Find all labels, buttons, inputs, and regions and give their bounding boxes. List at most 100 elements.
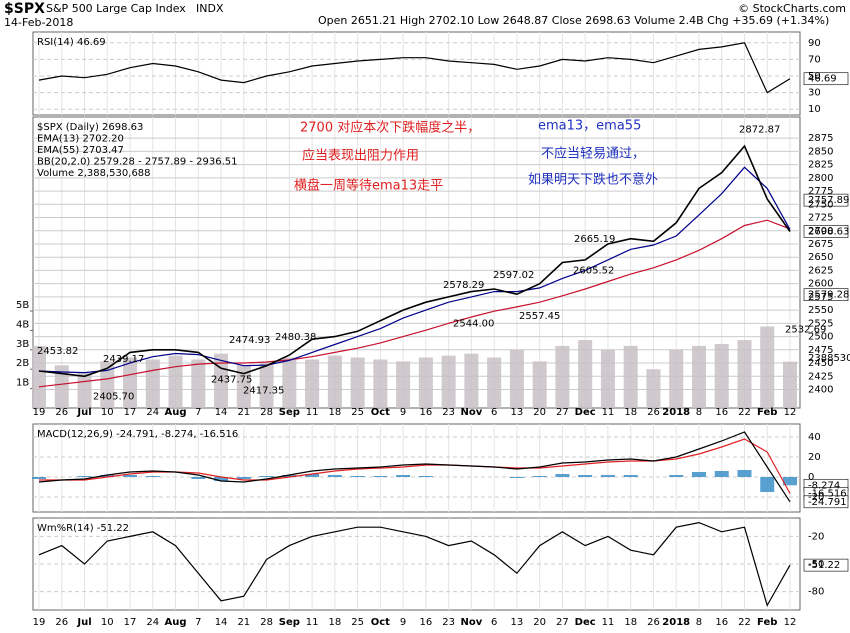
y-tick-label: 2425	[808, 371, 833, 382]
panel-frame	[32, 116, 801, 409]
x-tick-label: 14	[215, 617, 228, 628]
x-tick-label: 27	[556, 407, 569, 418]
last-value-box	[803, 72, 849, 86]
last-value: 2698.63	[808, 226, 849, 237]
bar	[77, 476, 92, 477]
bar	[532, 476, 547, 477]
x-tick-label: 2018	[662, 407, 690, 418]
y-tick-label: 2800	[808, 173, 833, 184]
bar	[714, 343, 729, 408]
y-tick-label: 90	[808, 38, 821, 49]
bar	[350, 357, 365, 408]
bar	[214, 353, 229, 408]
x-tick-label: 12	[784, 617, 797, 628]
x-tick-label: 26	[55, 617, 68, 628]
y-tick-label: 2675	[808, 239, 833, 250]
x-tick-label: 23	[442, 617, 455, 628]
y-tick-label: 2525	[808, 318, 833, 329]
x-tick-label: 16	[715, 407, 728, 418]
y-tick-label: 20	[808, 452, 821, 463]
legend-entry: Wm%R(14) -51.22	[37, 523, 129, 534]
last-value-box	[803, 193, 849, 207]
x-tick-label: 18	[328, 407, 341, 418]
x-tick-label: 6	[491, 617, 497, 628]
last-value: -8.274	[808, 480, 840, 491]
y2-tick-label: 1B	[16, 378, 29, 389]
y-tick-label: 2825	[808, 160, 833, 171]
bar	[509, 349, 524, 408]
bar	[327, 475, 342, 477]
price-label: 2557.45	[519, 311, 560, 322]
x-tick-label: 17	[124, 407, 137, 418]
bar	[32, 345, 46, 408]
x-tick-label: Nov	[461, 407, 483, 418]
x-tick-label: 6	[491, 407, 497, 418]
bar	[236, 365, 251, 408]
bar	[737, 470, 752, 477]
series-line	[38, 521, 791, 607]
y-tick-label: 2550	[808, 305, 833, 316]
x-tick-label: 8	[696, 617, 702, 628]
y-tick-label: 70	[808, 54, 821, 65]
y-tick-label: 2475	[808, 345, 833, 356]
price-label: 2480.38	[275, 332, 316, 343]
x-tick-label: 12	[784, 407, 797, 418]
last-value: -51.22	[808, 560, 840, 571]
bar	[305, 359, 320, 408]
x-tick-label: 25	[351, 617, 364, 628]
bar	[191, 477, 206, 479]
bar	[464, 353, 479, 408]
date: 14-Feb-2018	[4, 16, 73, 29]
bar	[396, 475, 411, 477]
bar	[123, 475, 138, 477]
y2-tick-label: 2B	[16, 358, 29, 369]
annotation: 不应当轻易通过，	[541, 146, 645, 162]
quote: Open 2651.21 High 2702.10 Low 2648.87 Cl…	[318, 14, 829, 27]
y-tick-label: 50	[808, 71, 821, 82]
last-value-box	[803, 495, 849, 509]
series-line	[38, 42, 791, 94]
legend-entry: EMA(55) 2703.47	[37, 145, 124, 156]
x-tick-label: 7	[195, 617, 201, 628]
x-tick-label: 16	[715, 617, 728, 628]
annotation: 2700 对应本次下跌幅度之半，	[300, 120, 480, 136]
x-tick-label: 10	[101, 617, 114, 628]
y-tick-label: 2750	[808, 199, 833, 210]
bar	[760, 477, 775, 492]
price-label: 2665.19	[574, 234, 615, 245]
x-tick-label: 24	[146, 407, 159, 418]
bar	[305, 474, 320, 477]
annotation: 横盘一周等待ema13走平	[294, 178, 443, 194]
x-tick-label: Feb	[757, 617, 777, 628]
x-tick-label: Dec	[575, 617, 596, 628]
bar	[418, 357, 433, 408]
bar	[691, 345, 706, 408]
annotation: 应当表现出阻力作用	[302, 148, 419, 164]
x-tick-label: Oct	[371, 407, 390, 418]
legend-entry: RSI(14) 46.69	[37, 37, 106, 48]
bar	[327, 355, 342, 408]
x-tick-label: 7	[195, 407, 201, 418]
bar	[555, 474, 570, 477]
price-label: 2605.52	[573, 266, 614, 277]
x-tick-label: 26	[647, 617, 660, 628]
bar	[691, 472, 706, 477]
bar	[714, 471, 729, 477]
panel-frame	[32, 423, 801, 513]
y-tick-label: 2725	[808, 213, 833, 224]
exchange: INDX	[196, 2, 224, 15]
x-tick-label: 16	[420, 407, 433, 418]
x-tick-label: 8	[696, 407, 702, 418]
x-tick-label: 14	[215, 407, 228, 418]
price-label: 2437.75	[211, 375, 252, 386]
x-tick-label: 9	[400, 407, 406, 418]
x-tick-label: 2018	[662, 617, 690, 628]
x-tick-label: 11	[306, 617, 319, 628]
x-tick-label: Oct	[371, 617, 390, 628]
x-tick-label: 28	[260, 617, 273, 628]
price-label: 2532.69	[785, 324, 826, 335]
x-tick-label: 21	[237, 617, 250, 628]
x-tick-label: Sep	[279, 407, 300, 418]
bar	[623, 345, 638, 408]
